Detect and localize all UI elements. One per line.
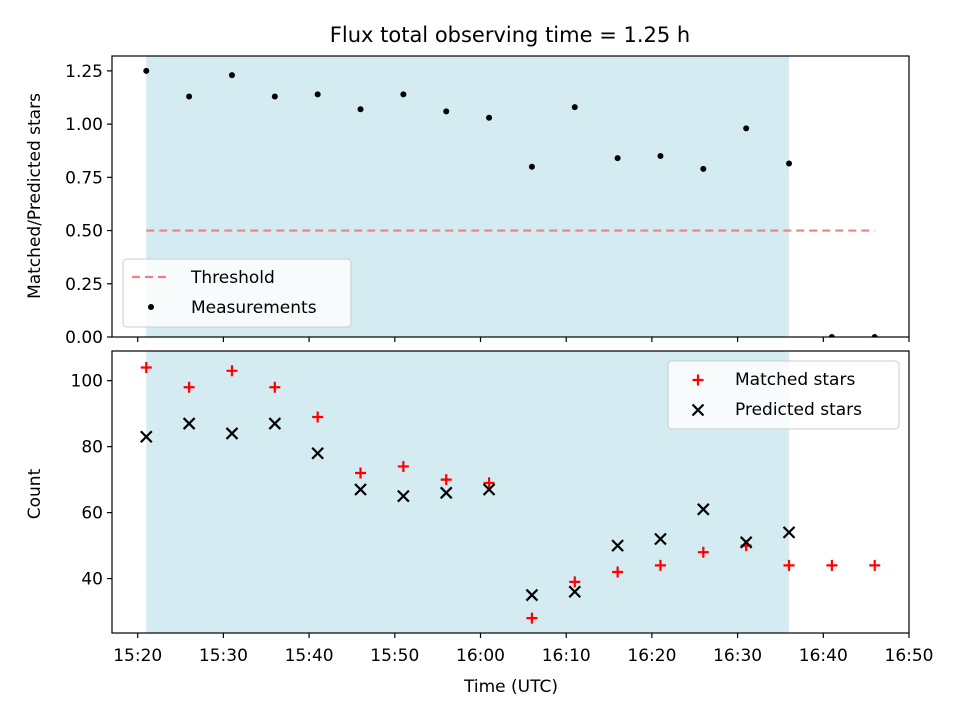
bottom-panel: 40 60 80 100 15:20 15:30 15:40 15:50 16:00 16:10 1… [71,350,934,666]
measurement-point [443,108,450,115]
measurement-point [657,153,664,160]
predicted-star-point [311,446,324,460]
xtick-label: 15:30 [199,646,248,666]
legend-predicted-label: Predicted stars [735,400,862,420]
measurement-point [143,67,150,74]
matched-star-point [697,546,709,558]
predicted-star-point [482,483,496,496]
predicted-star-point [739,536,753,549]
legend-measurements-swatch [148,304,154,310]
xtick-label: 15:50 [370,646,419,666]
top-axes-frame [111,55,910,338]
bottom-plot-area [140,361,881,624]
xtick-label: 16:30 [713,646,762,666]
legend-matched-swatch [692,374,704,386]
bottom-ylabel: Count [25,468,45,519]
predicted-star-point [611,539,624,552]
top-ytick-label: 0.50 [65,222,103,242]
matched-star-point [312,411,324,423]
matched-star-point [183,381,195,393]
bottom-ytick-label: 60 [81,504,103,524]
xtick-label: 16:20 [627,646,676,666]
top-legend: Threshold Measurements [122,258,352,328]
predicted-star-point [568,585,582,599]
matched-star-point [397,460,409,472]
top-panel: 0.00 0.25 0.50 0.75 1.00 1.25 Threshold Measure… [65,55,910,348]
top-ytick-label: 0.75 [65,168,103,188]
matched-star-point [654,559,666,571]
measurement-point [614,155,621,162]
matched-star-point [783,559,795,571]
matched-star-point [483,477,495,489]
xtick-label: 16:50 [885,646,934,666]
xtick-label: 16:40 [799,646,848,666]
predicted-star-point [225,427,239,440]
matched-star-point [269,381,281,393]
measurement-point [186,93,193,100]
predicted-star-point [654,532,667,546]
legend-predicted-swatch [691,403,705,417]
matched-star-point [526,612,538,624]
measurement-point [400,91,407,98]
measurement-point [828,334,835,337]
top-ytick-label: 0.00 [65,328,103,348]
measurement-point [228,72,235,79]
matched-star-point [440,474,452,486]
top-plot-area [143,67,878,337]
bottom-xlabel: Time (UTC) [463,677,558,697]
legend-matched-label: Matched stars [735,370,855,390]
predicted-star-point [182,417,196,430]
matched-star-point [869,559,881,571]
predicted-star-point [397,489,410,503]
predicted-star-point [140,430,153,444]
legend-measurements-label: Measurements [191,298,317,318]
measurement-point [486,114,493,121]
bottom-ytick-label: 40 [81,570,103,590]
measurement-point [571,104,578,111]
legend-box [667,360,900,430]
matched-star-point [140,361,152,373]
legend-box [122,258,352,328]
bottom-legend: Matched stars Predicted stars [667,360,900,430]
matched-star-point [355,467,367,479]
top-ytick-label: 1.25 [65,62,103,82]
matched-star-point [612,566,624,578]
top-ylabel: Matched/Predicted stars [25,93,45,299]
bottom-ytick-label: 80 [81,438,103,458]
predicted-star-point [782,526,796,539]
predicted-star-point [697,503,710,516]
predicted-star-point [439,486,453,500]
measurement-point [871,334,878,337]
predicted-star-point [268,417,282,430]
xtick-label: 16:10 [542,646,591,666]
matched-star-point [826,559,838,571]
measurement-point [271,93,278,100]
bottom-axes-frame [111,350,910,634]
matched-star-point [569,576,581,588]
xtick-label: 16:00 [456,646,505,666]
measurement-point [528,163,535,170]
measurement-point [314,91,321,98]
measurement-point [786,160,793,167]
measurement-point [700,165,707,172]
legend-threshold-label: Threshold [190,268,275,288]
measurement-point [743,125,750,132]
top-ytick-label: 1.00 [65,115,103,135]
bottom-ytick-label: 100 [71,372,103,392]
chart-title: Flux total observing time = 1.25 h [330,23,690,47]
measurement-point [357,106,364,113]
predicted-star-point [354,483,367,496]
xtick-label: 15:20 [113,646,162,666]
matched-star-point [226,365,238,377]
predicted-star-point [525,588,539,602]
top-ytick-label: 0.25 [65,275,103,295]
xtick-label: 15:40 [285,646,334,666]
